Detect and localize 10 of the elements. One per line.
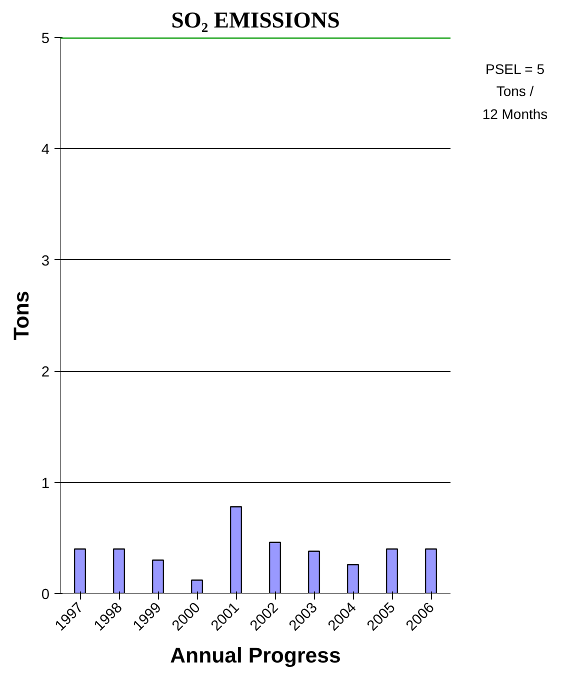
y-tick-label: 4 bbox=[41, 142, 50, 158]
y-tick-label: 1 bbox=[41, 476, 50, 492]
ref-line-label: PSEL = 5 Tons / 12 Months bbox=[482, 60, 548, 124]
x-axis-title: Annual Progress bbox=[170, 643, 341, 668]
y-tick-label: 2 bbox=[41, 364, 50, 381]
y-tick-label: 0 bbox=[41, 587, 50, 603]
y-axis-title: Tons bbox=[9, 290, 34, 340]
y-tick-label: 3 bbox=[41, 253, 50, 270]
y-tick-label: 5 bbox=[41, 31, 50, 47]
chart-title: SO₂ EMISSIONS bbox=[171, 8, 340, 32]
